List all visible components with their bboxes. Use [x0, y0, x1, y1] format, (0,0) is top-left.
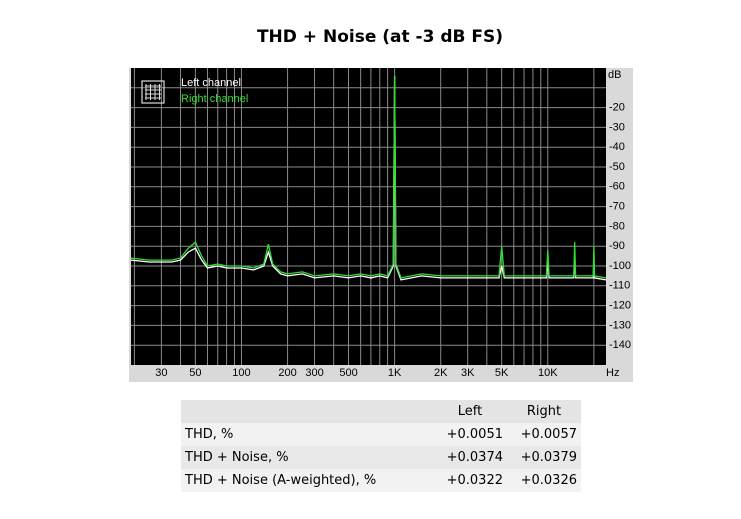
y-unit: dB — [608, 69, 621, 81]
table-row: THD + Noise, % +0.0374 +0.0379 — [181, 446, 581, 469]
header-cell — [181, 400, 433, 423]
value-cell: +0.0379 — [507, 446, 581, 469]
chart-title: THD + Noise (at -3 dB FS) — [257, 27, 503, 47]
legend: Left channel Right channel — [141, 77, 248, 105]
legend-icon — [141, 80, 165, 104]
x-tick-label: 10K — [538, 367, 558, 379]
y-tick-label: -140 — [609, 339, 631, 351]
results-table: Left Right THD, % +0.0051 +0.0057 THD + Noi… — [181, 400, 581, 492]
x-tick-label: 500 — [339, 367, 357, 379]
header-cell: Right — [507, 400, 581, 423]
x-unit: Hz — [606, 367, 619, 379]
y-tick-label: -60 — [609, 181, 625, 193]
y-tick-label: -50 — [609, 161, 625, 173]
y-tick-label: -100 — [609, 260, 631, 272]
y-tick-label: -110 — [609, 280, 630, 292]
table-row: THD + Noise (A-weighted), % +0.0322 +0.032… — [181, 469, 581, 492]
value-cell: +0.0051 — [433, 423, 507, 446]
x-tick-label: 100 — [232, 367, 250, 379]
plot-area — [131, 68, 606, 365]
label-cell: THD + Noise, % — [181, 446, 433, 469]
x-tick-label: 2K — [434, 367, 448, 379]
y-tick-label: -20 — [609, 102, 625, 114]
y-tick-label: -80 — [609, 220, 625, 232]
label-cell: THD + Noise (A-weighted), % — [181, 469, 433, 492]
y-tick-label: -40 — [609, 141, 625, 153]
chart: THD + Noise (at -3 dB FS) dB Hz -20 -30 -4… — [129, 27, 633, 382]
y-tick-label: -70 — [609, 201, 625, 213]
x-tick-label: 50 — [189, 367, 201, 379]
y-tick-label: -30 — [609, 121, 625, 133]
value-cell: +0.0322 — [433, 469, 507, 492]
x-tick-label: 3K — [461, 367, 475, 379]
label-cell: THD, % — [181, 423, 433, 446]
x-tick-label: 200 — [278, 367, 296, 379]
y-tick-label: -120 — [609, 300, 631, 312]
table-body: THD, % +0.0051 +0.0057 THD + Noise, % +0.037… — [181, 423, 581, 492]
table-row: THD, % +0.0051 +0.0057 — [181, 423, 581, 446]
legend-label: Right channel — [181, 93, 248, 105]
value-cell: +0.0374 — [433, 446, 507, 469]
x-tick-label: 5K — [495, 367, 509, 379]
y-tick-label: -90 — [609, 240, 625, 252]
x-tick-label: 30 — [155, 367, 167, 379]
legend-label: Left channel — [181, 77, 241, 89]
value-cell: +0.0326 — [507, 469, 581, 492]
series-line — [130, 75, 607, 281]
y-tick-label: -130 — [609, 319, 631, 331]
series-line — [130, 75, 607, 279]
header-cell: Left — [433, 400, 507, 423]
x-tick-label: 1K — [388, 367, 402, 379]
x-tick-label: 300 — [305, 367, 323, 379]
value-cell: +0.0057 — [507, 423, 581, 446]
header-row: Left Right — [181, 400, 581, 423]
